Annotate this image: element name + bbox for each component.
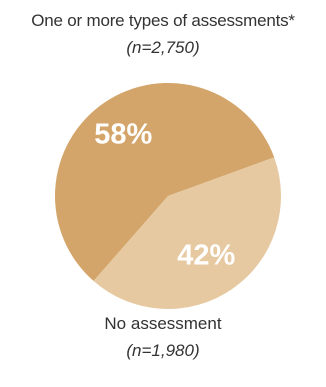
slice-count-assessments: (n=2,750) bbox=[126, 38, 200, 57]
slice-percent-no-assessment: 42% bbox=[177, 240, 235, 272]
slice-percent-assessments: 58% bbox=[94, 119, 152, 151]
pie-slice-assessments bbox=[55, 83, 275, 282]
slice-label-no-assessment: No assessment bbox=[104, 314, 222, 333]
pie-slice-no-assessment bbox=[93, 157, 282, 309]
slice-label-assessments: One or more types of assessments* bbox=[31, 11, 295, 30]
slice-count-no-assessment: (n=1,980) bbox=[126, 341, 200, 360]
